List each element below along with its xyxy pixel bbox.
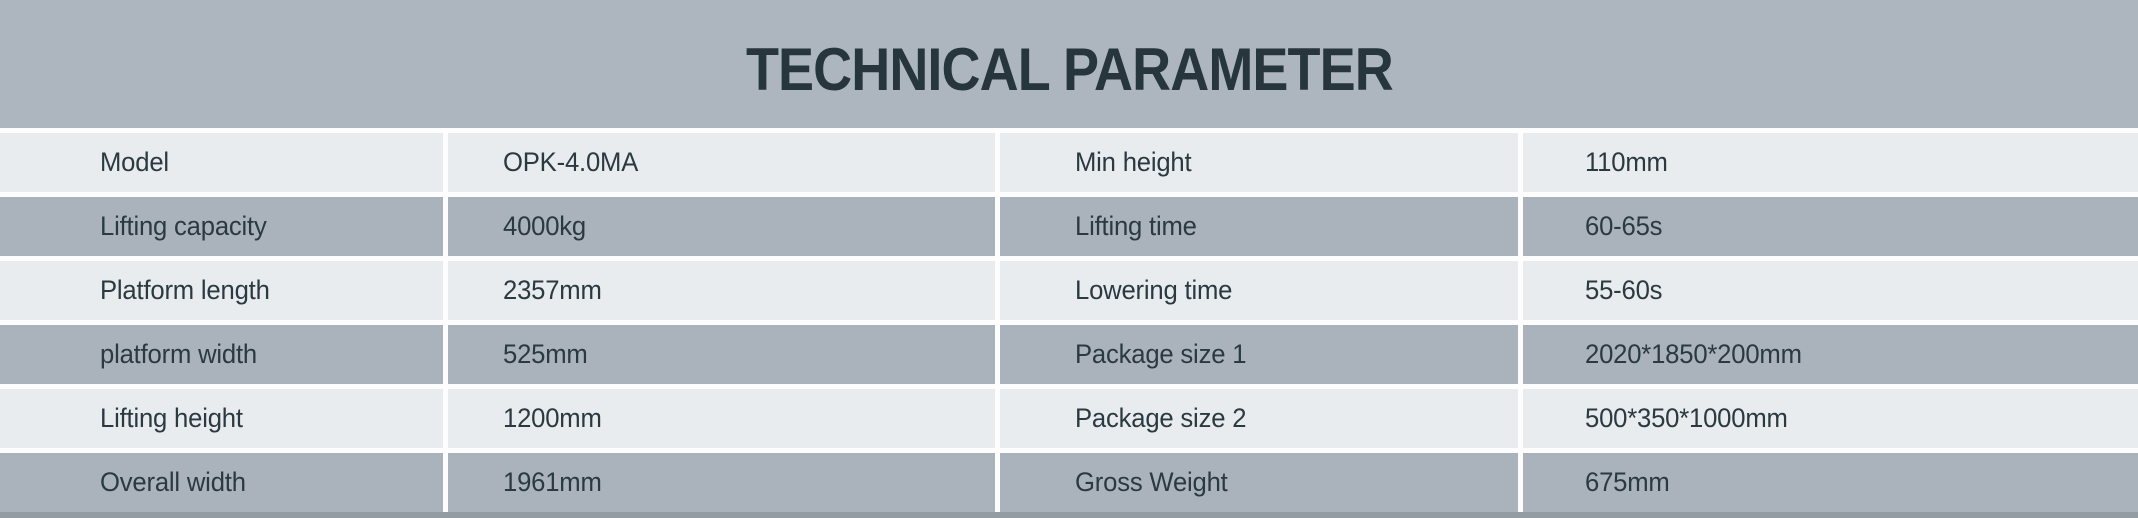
spec-label: Min height <box>1000 133 1518 192</box>
spec-label: Package size 2 <box>1000 389 1518 448</box>
spec-value-text: 4000kg <box>503 211 587 241</box>
spec-label-text: Model <box>100 147 169 177</box>
spec-value: 1961mm <box>448 453 995 512</box>
spec-value: 525mm <box>448 325 995 384</box>
spec-table: Model OPK-4.0MA Min height 110mm Lifting… <box>0 133 2138 512</box>
spec-label-text: Package size 1 <box>1075 339 1247 369</box>
header-separator <box>0 128 2138 133</box>
spec-label-text: Lowering time <box>1075 275 1233 305</box>
spec-value-text: 525mm <box>503 339 588 369</box>
spec-value-text: 60-65s <box>1585 211 1663 241</box>
spec-label: Package size 1 <box>1000 325 1518 384</box>
spec-label-text: Overall width <box>100 467 246 497</box>
spec-value-text: 500*350*1000mm <box>1585 403 1788 433</box>
spec-label: Lifting height <box>0 389 443 448</box>
spec-value-text: 675mm <box>1585 467 1670 497</box>
spec-label: Model <box>0 133 443 192</box>
spec-value: OPK-4.0MA <box>448 133 995 192</box>
spec-value-text: 1200mm <box>503 403 602 433</box>
spec-label-text: platform width <box>100 339 258 369</box>
spec-label: Lifting time <box>1000 197 1518 256</box>
spec-label-text: Package size 2 <box>1075 403 1247 433</box>
spec-label: Platform length <box>0 261 443 320</box>
spec-value: 55-60s <box>1523 261 2138 320</box>
page-title: TECHNICAL PARAMETER <box>745 35 1394 103</box>
spec-label: Gross Weight <box>1000 453 1518 512</box>
bottom-edge-strip <box>0 512 2138 518</box>
spec-value: 1200mm <box>448 389 995 448</box>
spec-value-text: 2357mm <box>503 275 602 305</box>
spec-label-text: Lifting capacity <box>100 211 267 241</box>
spec-label-text: Lifting height <box>100 403 243 433</box>
spec-value-text: 1961mm <box>503 467 602 497</box>
spec-value: 60-65s <box>1523 197 2138 256</box>
spec-label: platform width <box>0 325 443 384</box>
spec-value-text: OPK-4.0MA <box>503 147 639 177</box>
spec-label-text: Lifting time <box>1075 211 1197 241</box>
spec-value: 675mm <box>1523 453 2138 512</box>
spec-value-text: 110mm <box>1585 147 1668 177</box>
spec-label: Overall width <box>0 453 443 512</box>
spec-value: 2020*1850*200mm <box>1523 325 2138 384</box>
spec-value-text: 2020*1850*200mm <box>1585 339 1802 369</box>
spec-label: Lifting capacity <box>0 197 443 256</box>
spec-label: Lowering time <box>1000 261 1518 320</box>
spec-label-text: Gross Weight <box>1075 467 1228 497</box>
spec-label-text: Platform length <box>100 275 270 305</box>
spec-value-text: 55-60s <box>1585 275 1663 305</box>
spec-value: 2357mm <box>448 261 995 320</box>
spec-value: 4000kg <box>448 197 995 256</box>
spec-value: 500*350*1000mm <box>1523 389 2138 448</box>
spec-value: 110mm <box>1523 133 2138 192</box>
header-band: TECHNICAL PARAMETER <box>0 0 2138 128</box>
spec-label-text: Min height <box>1075 147 1192 177</box>
